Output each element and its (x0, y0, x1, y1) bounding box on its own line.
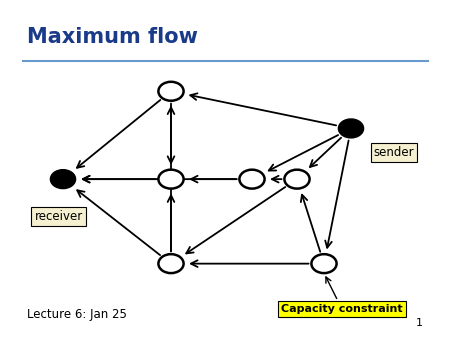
Circle shape (239, 170, 265, 189)
Text: receiver: receiver (34, 210, 83, 222)
Text: Lecture 6: Jan 25: Lecture 6: Jan 25 (27, 308, 127, 321)
Circle shape (50, 170, 76, 189)
Circle shape (158, 254, 184, 273)
Circle shape (311, 254, 337, 273)
Circle shape (338, 119, 364, 138)
Text: Maximum flow: Maximum flow (27, 27, 198, 47)
Circle shape (284, 170, 310, 189)
Text: Capacity constraint: Capacity constraint (281, 277, 403, 314)
Circle shape (158, 82, 184, 101)
Text: 1: 1 (416, 318, 423, 328)
Circle shape (158, 170, 184, 189)
Text: sender: sender (374, 146, 414, 159)
